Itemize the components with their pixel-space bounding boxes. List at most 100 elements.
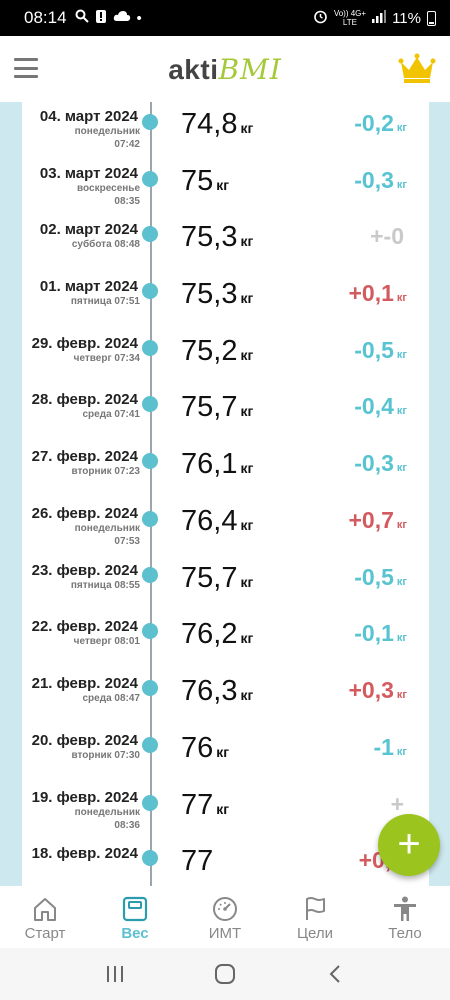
entry-day: четверг 08:01	[73, 636, 140, 647]
entry-day: понедельник	[74, 807, 140, 818]
body-icon	[394, 896, 416, 921]
weight-unit: кг	[240, 120, 254, 136]
entry-day: пятница 08:55	[70, 580, 140, 591]
list-item[interactable]: 23. февр. 2024 пятница 08:55 75,7 кг -0,5 кг	[22, 556, 429, 612]
timeline-dot	[142, 340, 158, 356]
entry-delta: -0,4 кг	[354, 393, 407, 420]
list-item[interactable]: 28. февр. 2024 среда 07:41 75,7 кг -0,4 кг	[22, 385, 429, 441]
list-item[interactable]: 21. февр. 2024 среда 08:47 76,3 кг +0,3 кг	[22, 669, 429, 725]
entry-delta: -0,3 кг	[354, 450, 407, 477]
add-entry-button[interactable]: +	[378, 814, 440, 876]
list-item[interactable]: 19. февр. 2024 понедельник 08:36 77 кг +	[22, 783, 429, 839]
weight-value: 76,1	[181, 448, 238, 480]
status-time: 08:14	[24, 8, 67, 27]
entry-delta: +-0	[370, 223, 407, 250]
timeline-dot	[142, 114, 158, 130]
entry-date: 04. март 2024	[39, 108, 138, 125]
delta-value: +0,3	[348, 677, 394, 703]
nav-item-bmi[interactable]: ИМТ	[180, 886, 270, 948]
weight-value: 77	[181, 789, 214, 821]
weight-unit: кг	[240, 233, 254, 249]
home-circle-icon[interactable]	[205, 954, 245, 994]
delta-unit: кг	[396, 632, 407, 644]
hamburger-icon[interactable]	[14, 58, 38, 78]
weight-unit: кг	[240, 347, 254, 363]
delta-value: +0,1	[348, 280, 394, 306]
delta-unit: кг	[396, 179, 407, 191]
weight-unit: кг	[240, 517, 254, 533]
list-item[interactable]: 01. март 2024 пятница 07:51 75,3 кг +0,1 кг	[22, 272, 429, 328]
weight-value: 74,8	[181, 108, 238, 140]
entry-day: среда 07:41	[82, 409, 141, 420]
nav-label-body: Тело	[388, 925, 422, 942]
alarm-icon	[313, 9, 328, 28]
timeline-dot	[142, 850, 158, 866]
list-item[interactable]: 03. март 2024 воскресенье 08:35 75 кг -0,3 кг	[22, 159, 429, 215]
network-bottom: LTE	[342, 18, 357, 27]
home-icon	[34, 898, 56, 921]
timeline-dot	[142, 396, 158, 412]
crown-icon[interactable]	[398, 52, 436, 84]
entry-delta: +	[391, 791, 407, 818]
timeline-dot	[142, 226, 158, 242]
entry-weight: 76,3 кг	[181, 675, 253, 708]
delta-value: -0,5	[354, 564, 394, 590]
weight-value: 75,3	[181, 278, 238, 310]
timeline-dot	[142, 171, 158, 187]
entry-date: 26. февр. 2024	[31, 505, 138, 522]
list-item[interactable]: 22. февр. 2024 четверг 08:01 76,2 кг -0,1 кг	[22, 612, 429, 668]
list-item[interactable]: 02. март 2024 суббота 08:48 75,3 кг +-0	[22, 215, 429, 271]
weight-value: 76,2	[181, 618, 238, 650]
system-nav-bar	[0, 948, 450, 1000]
cloud-icon	[113, 9, 131, 27]
entry-date: 29. февр. 2024	[31, 335, 138, 352]
delta-unit: кг	[396, 576, 407, 588]
list-item[interactable]: 27. февр. 2024 вторник 07:23 76,1 кг -0,3 кг	[22, 442, 429, 498]
entry-delta: -0,5 кг	[354, 337, 407, 364]
nav-item-goals[interactable]: Цели	[270, 886, 360, 948]
delta-value: -1	[373, 734, 394, 760]
list-item[interactable]: 20. февр. 2024 вторник 07:30 76 кг -1 кг	[22, 726, 429, 782]
weight-history[interactable]: 04. март 2024 понедельник 07:42 74,8 кг -0,2 к…	[0, 102, 450, 888]
entry-day: понедельник	[74, 523, 140, 534]
bottom-nav: Старт Вес ИМТ Цели Тело	[0, 886, 450, 948]
weight-value: 76,3	[181, 675, 238, 707]
delta-value: +-0	[370, 223, 404, 249]
entry-day: вторник 07:23	[71, 466, 140, 477]
weight-value: 75,7	[181, 562, 238, 594]
weight-unit: кг	[240, 687, 254, 703]
entry-date: 02. март 2024	[39, 221, 138, 238]
entry-delta: -0,2 кг	[354, 110, 407, 137]
entry-date: 18. февр. 2024	[31, 845, 138, 862]
entry-date: 01. март 2024	[39, 278, 138, 295]
delta-value: -0,5	[354, 337, 394, 363]
weight-unit: кг	[240, 630, 254, 646]
timeline-dot	[142, 623, 158, 639]
scale-icon	[122, 896, 148, 922]
nav-item-start[interactable]: Старт	[0, 886, 90, 948]
recents-icon[interactable]	[95, 954, 135, 994]
list-item[interactable]: 04. март 2024 понедельник 07:42 74,8 кг -0,2 к…	[22, 102, 429, 158]
list-item[interactable]: 29. февр. 2024 четверг 07:34 75,2 кг -0,5 кг	[22, 329, 429, 385]
timeline-line	[150, 102, 152, 888]
delta-unit: кг	[396, 519, 407, 531]
entry-date: 23. февр. 2024	[31, 562, 138, 579]
weight-unit: кг	[240, 403, 254, 419]
nav-label-bmi: ИМТ	[208, 925, 242, 942]
dot-icon: •	[136, 9, 142, 27]
weight-list[interactable]: 04. март 2024 понедельник 07:42 74,8 кг -0,2 к…	[22, 102, 429, 888]
entry-day: понедельник	[74, 126, 140, 137]
entry-date: 03. март 2024	[39, 165, 138, 182]
entry-weight: 75,2 кг	[181, 335, 253, 368]
list-item[interactable]: 26. февр. 2024 понедельник 07:53 76,4 кг +0,7…	[22, 499, 429, 555]
entry-delta: +0,7 кг	[349, 507, 408, 534]
entry-weight: 76 кг	[181, 732, 229, 765]
entry-weight: 75 кг	[181, 165, 229, 198]
delta-unit: кг	[396, 689, 407, 701]
delta-value: -0,3	[354, 450, 394, 476]
nav-item-body[interactable]: Тело	[360, 886, 450, 948]
entry-date: 19. февр. 2024	[31, 789, 138, 806]
back-icon[interactable]	[315, 954, 355, 994]
nav-item-weight[interactable]: Вес	[90, 886, 180, 948]
